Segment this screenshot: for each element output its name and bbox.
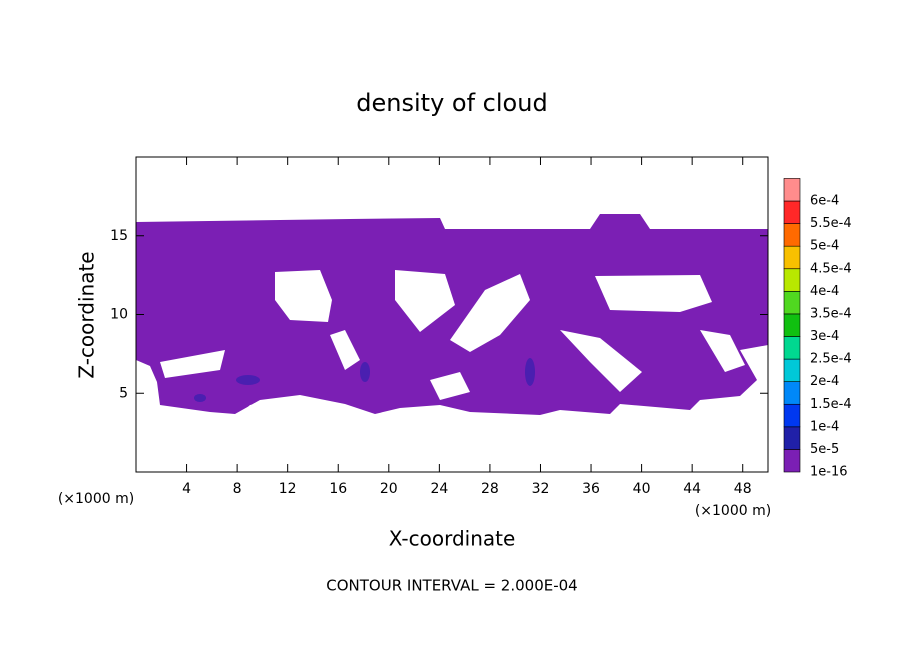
x-tick-label: 32: [532, 481, 550, 497]
colorbar-label: 5e-5: [810, 442, 839, 457]
colorbar-band: [783, 245, 801, 270]
y-tick-label: 15: [110, 228, 128, 244]
x-tick-label: 44: [683, 481, 701, 497]
colorbar-band: [783, 449, 801, 473]
y-tick-label: 10: [110, 307, 128, 323]
colorbar-label: 5e-4: [810, 239, 839, 254]
colorbar-label: 3.5e-4: [810, 306, 852, 321]
colorbar-label: 1e-16: [810, 465, 848, 480]
colorbar-label: 4e-4: [810, 284, 839, 299]
colorbar-label: 1e-4: [810, 419, 839, 434]
colorbar-band: [783, 223, 801, 247]
x-tick-label: 48: [734, 481, 752, 497]
contour-field: [136, 214, 768, 415]
colorbar-band: [783, 336, 801, 360]
dense-spots: [194, 358, 535, 402]
x-tick-label: 12: [279, 481, 297, 497]
y-axis-label: Z-coordinate: [75, 251, 99, 378]
x-unit-label: (×1000 m): [58, 491, 134, 507]
y-tick-label: 5: [119, 385, 128, 401]
colorbar-label: 6e-4: [810, 194, 839, 209]
colorbar-band: [783, 426, 801, 450]
x-tick-label: 40: [633, 481, 651, 497]
y-unit-label: (×1000 m): [695, 503, 771, 519]
colorbar-band: [783, 200, 801, 224]
colorbar-label: 3e-4: [810, 329, 839, 344]
x-tick-label: 4: [182, 481, 191, 497]
colorbar-band: [783, 268, 801, 292]
x-tick-label: 28: [481, 481, 499, 497]
colorbar-label: 1.5e-4: [810, 397, 852, 412]
x-tick-label: 36: [582, 481, 600, 497]
colorbar-band: [783, 403, 801, 428]
gaps: [136, 270, 745, 414]
x-axis-label: X-coordinate: [389, 527, 516, 551]
colorbar-label: 5.5e-4: [810, 216, 852, 231]
colorbar-band: [783, 381, 801, 405]
x-tick-label: 20: [380, 481, 398, 497]
colorbar-band: [783, 291, 801, 315]
colorbar-label: 4.5e-4: [810, 261, 852, 276]
chart-title: density of cloud: [356, 89, 547, 117]
colorbar-band: [783, 358, 801, 382]
x-tick-label: 16: [329, 481, 347, 497]
x-tick-label: 8: [233, 481, 242, 497]
colorbar-label: 2e-4: [810, 374, 839, 389]
colorbar-label: 2.5e-4: [810, 352, 852, 367]
colorbar-band: [783, 178, 801, 202]
colorbar-band: [783, 313, 801, 337]
footer: CONTOUR INTERVAL = 2.000E-04: [326, 577, 577, 595]
x-tick-label: 24: [430, 481, 448, 497]
